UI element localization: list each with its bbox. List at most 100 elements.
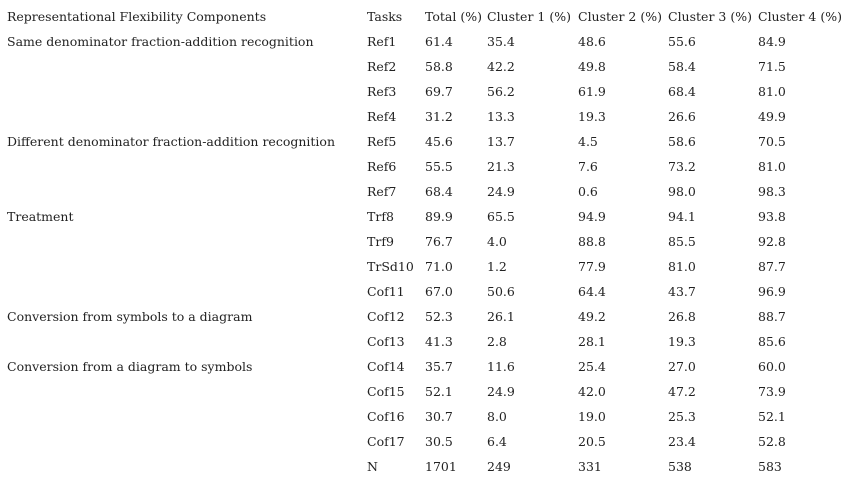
value-cell: 67.0 [425, 284, 453, 299]
value-cell: 69.7 [425, 84, 453, 99]
task-cell: Ref7 [367, 184, 397, 199]
task-cell: N [367, 459, 378, 474]
value-cell: 43.7 [668, 284, 696, 299]
value-cell: 21.3 [487, 159, 515, 174]
value-cell: 48.6 [578, 34, 606, 49]
value-cell: 4.0 [487, 234, 507, 249]
value-cell: 23.4 [668, 434, 696, 449]
task-cell: Cof11 [367, 284, 405, 299]
value-cell: 538 [668, 459, 692, 474]
value-cell: 88.8 [578, 234, 606, 249]
task-cell: Cof13 [367, 334, 405, 349]
value-cell: 52.8 [758, 434, 786, 449]
value-cell: 64.4 [578, 284, 606, 299]
value-cell: 96.9 [758, 284, 786, 299]
task-cell: Cof17 [367, 434, 405, 449]
value-cell: 55.5 [425, 159, 453, 174]
value-cell: 76.7 [425, 234, 453, 249]
value-cell: 26.8 [668, 309, 696, 324]
value-cell: 13.7 [487, 134, 515, 149]
value-cell: 27.0 [668, 359, 696, 374]
task-cell: Ref6 [367, 159, 397, 174]
value-cell: 35.7 [425, 359, 453, 374]
value-cell: 58.4 [668, 59, 696, 74]
value-cell: 81.0 [758, 84, 786, 99]
value-cell: 50.6 [487, 284, 515, 299]
value-cell: 4.5 [578, 134, 598, 149]
value-cell: 98.0 [668, 184, 696, 199]
task-cell: Cof12 [367, 309, 405, 324]
value-cell: 30.5 [425, 434, 453, 449]
value-cell: 35.4 [487, 34, 515, 49]
value-cell: 52.1 [425, 384, 453, 399]
header-cell: Cluster 4 (%) [758, 9, 842, 24]
header-cell: Total (%) [425, 9, 482, 24]
value-cell: 26.1 [487, 309, 515, 324]
value-cell: 28.1 [578, 334, 606, 349]
value-cell: 58.8 [425, 59, 453, 74]
value-cell: 25.4 [578, 359, 606, 374]
component-label: Same denominator fraction-addition recog… [7, 34, 314, 49]
value-cell: 24.9 [487, 184, 515, 199]
task-cell: Ref1 [367, 34, 397, 49]
value-cell: 65.5 [487, 209, 515, 224]
component-label: Treatment [7, 209, 74, 224]
component-label: Different denominator fraction-addition … [7, 134, 335, 149]
value-cell: 2.8 [487, 334, 507, 349]
task-cell: TrSd10 [367, 259, 414, 274]
value-cell: 85.5 [668, 234, 696, 249]
header-cell: Representational Flexibility Components [7, 9, 267, 24]
value-cell: 249 [487, 459, 511, 474]
task-cell: Cof14 [367, 359, 405, 374]
value-cell: 47.2 [668, 384, 696, 399]
value-cell: 331 [578, 459, 602, 474]
value-cell: 71.5 [758, 59, 786, 74]
value-cell: 93.8 [758, 209, 786, 224]
header-cell: Tasks [367, 9, 403, 24]
value-cell: 68.4 [425, 184, 453, 199]
value-cell: 85.6 [758, 334, 786, 349]
value-cell: 73.9 [758, 384, 786, 399]
value-cell: 19.3 [578, 109, 606, 124]
value-cell: 11.6 [487, 359, 515, 374]
task-cell: Cof16 [367, 409, 405, 424]
header-cell: Cluster 3 (%) [668, 9, 752, 24]
value-cell: 6.4 [487, 434, 507, 449]
value-cell: 31.2 [425, 109, 453, 124]
value-cell: 70.5 [758, 134, 786, 149]
value-cell: 98.3 [758, 184, 786, 199]
value-cell: 45.6 [425, 134, 453, 149]
value-cell: 1.2 [487, 259, 507, 274]
value-cell: 19.0 [578, 409, 606, 424]
value-cell: 26.6 [668, 109, 696, 124]
value-cell: 24.9 [487, 384, 515, 399]
value-cell: 20.5 [578, 434, 606, 449]
value-cell: 49.8 [578, 59, 606, 74]
value-cell: 56.2 [487, 84, 515, 99]
value-cell: 25.3 [668, 409, 696, 424]
value-cell: 13.3 [487, 109, 515, 124]
value-cell: 49.2 [578, 309, 606, 324]
value-cell: 42.0 [578, 384, 606, 399]
value-cell: 71.0 [425, 259, 453, 274]
value-cell: 52.3 [425, 309, 453, 324]
value-cell: 60.0 [758, 359, 786, 374]
value-cell: 61.9 [578, 84, 606, 99]
value-cell: 49.9 [758, 109, 786, 124]
value-cell: 55.6 [668, 34, 696, 49]
value-cell: 92.8 [758, 234, 786, 249]
value-cell: 94.9 [578, 209, 606, 224]
task-cell: Ref2 [367, 59, 397, 74]
value-cell: 88.7 [758, 309, 786, 324]
value-cell: 68.4 [668, 84, 696, 99]
component-label: Conversion from a diagram to symbols [7, 359, 253, 374]
value-cell: 19.3 [668, 334, 696, 349]
value-cell: 94.1 [668, 209, 696, 224]
value-cell: 89.9 [425, 209, 453, 224]
header-cell: Cluster 1 (%) [487, 9, 571, 24]
header-cell: Cluster 2 (%) [578, 9, 662, 24]
value-cell: 1701 [425, 459, 457, 474]
task-cell: Trf8 [367, 209, 394, 224]
task-cell: Trf9 [367, 234, 394, 249]
